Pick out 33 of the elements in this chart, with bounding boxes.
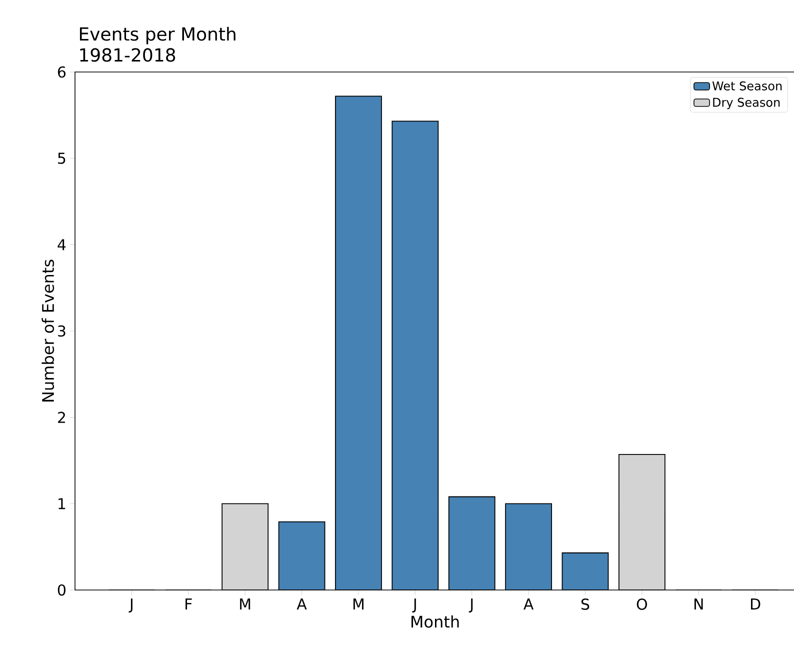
bar xyxy=(562,552,609,590)
legend-label: Dry Season xyxy=(713,98,780,110)
y-tick-label: 2 xyxy=(58,412,65,423)
legend-label: Wet Season xyxy=(712,81,782,90)
y-tick-label: 4 xyxy=(58,239,66,250)
x-tick-label: A xyxy=(296,598,307,610)
x-tick-label: M xyxy=(240,598,250,610)
chart-subtitle: 1981-2018 xyxy=(80,48,176,62)
x-tick-label: J xyxy=(412,598,416,612)
x-tick-label: F xyxy=(186,598,192,610)
bar xyxy=(278,522,325,590)
x-axis-title: Month xyxy=(412,615,459,628)
bar xyxy=(392,121,438,590)
y-tick-label: 3 xyxy=(58,325,66,337)
y-tick-label: 0 xyxy=(58,584,66,596)
bar xyxy=(618,454,666,590)
x-tick-label: M xyxy=(353,598,364,610)
x-tick-label: O xyxy=(636,598,647,610)
bar xyxy=(506,504,552,590)
x-tick-label: N xyxy=(694,598,703,610)
x-tick-label: J xyxy=(468,598,473,612)
x-tick-label: J xyxy=(128,598,132,612)
y-tick-label: 6 xyxy=(58,66,66,78)
x-tick-label: A xyxy=(524,598,534,610)
y-tick-label: 5 xyxy=(58,152,66,164)
x-tick-label: D xyxy=(751,598,760,610)
y-tick-label: 1 xyxy=(58,498,66,510)
bar xyxy=(448,496,495,590)
x-tick-label: S xyxy=(581,598,590,610)
bar xyxy=(335,96,382,590)
y-axis-title: Number of Events xyxy=(42,260,54,402)
chart-title: Events per Month xyxy=(80,26,236,44)
bar xyxy=(222,504,268,590)
